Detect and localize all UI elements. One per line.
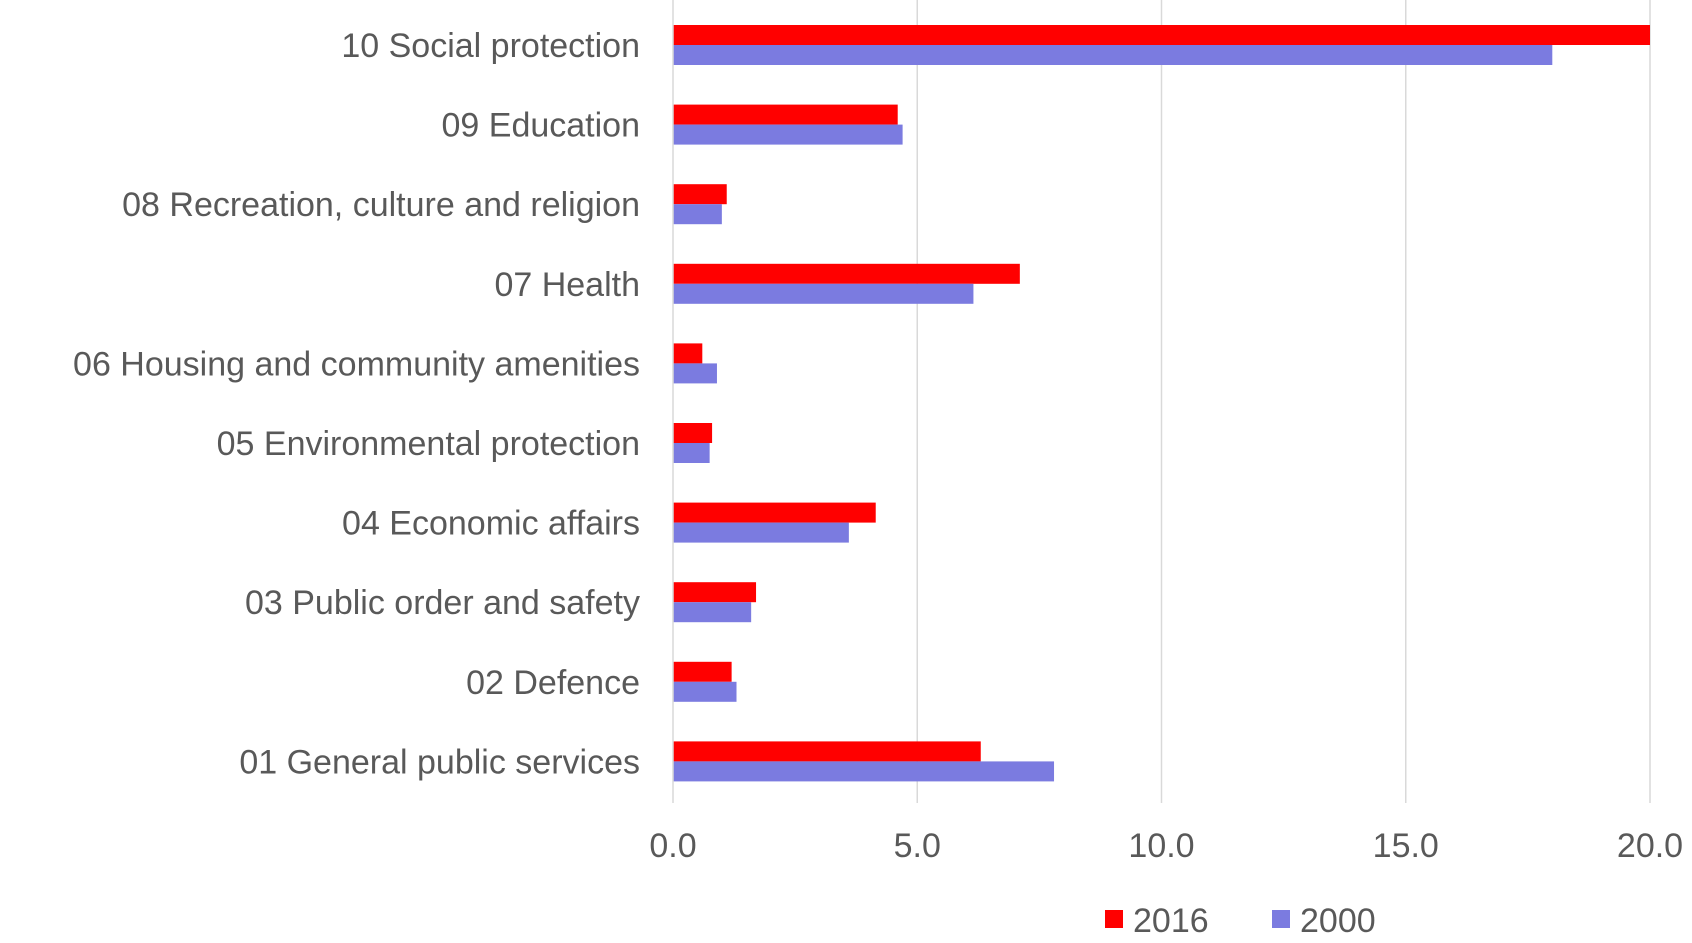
category-label: 02 Defence (466, 664, 640, 702)
x-tick-label: 20.0 (1617, 827, 1683, 865)
legend-label-2016: 2016 (1133, 902, 1209, 938)
x-tick-label: 10.0 (1128, 827, 1194, 865)
bar-2016-4 (673, 343, 703, 364)
bar-2016-6 (673, 502, 876, 523)
bar-2000-2 (673, 204, 722, 225)
legend-swatch-2016 (1105, 910, 1123, 928)
category-label: 08 Recreation, culture and religion (122, 186, 640, 224)
bar-2000-1 (673, 124, 903, 145)
bar-2000-8 (673, 681, 737, 702)
bar-2016-8 (673, 661, 732, 682)
bar-2016-5 (673, 423, 713, 443)
bar-2016-7 (673, 582, 757, 603)
category-label: 06 Housing and community amenities (73, 345, 640, 383)
category-labels: 10 Social protection 09 Education 08 Recre… (73, 27, 640, 781)
bar-2000-7 (673, 602, 752, 623)
bar-2016-1 (673, 104, 898, 125)
gridlines (916, 0, 1651, 803)
bar-2016-3 (673, 263, 1020, 284)
bar-2016-0 (673, 25, 1650, 45)
legend-label-2000: 2000 (1300, 902, 1376, 938)
category-label: 09 Education (442, 107, 641, 145)
legend: 2016 2000 (1105, 902, 1376, 940)
category-label: 05 Environmental protection (217, 425, 640, 463)
x-tick-labels: 0.0 5.0 10.0 15.0 20.0 (649, 827, 1683, 865)
bar-2016-9 (673, 741, 981, 762)
bar-2000-0 (673, 45, 1553, 65)
x-tick-label: 15.0 (1373, 827, 1439, 865)
bar-2000-5 (673, 443, 710, 463)
category-label: 03 Public order and safety (245, 584, 640, 622)
category-label: 10 Social protection (341, 27, 640, 65)
bars (673, 25, 1650, 782)
bar-2000-4 (673, 363, 717, 384)
bar-2000-3 (673, 283, 974, 304)
category-label: 07 Health (494, 266, 640, 304)
bar-2016-2 (673, 184, 727, 205)
bar-2000-6 (673, 522, 849, 543)
category-label: 01 General public services (239, 743, 640, 781)
x-tick-label: 0.0 (649, 827, 696, 865)
category-label: 04 Economic affairs (342, 505, 640, 543)
bar-2000-9 (673, 761, 1055, 782)
legend-swatch-2000 (1272, 910, 1290, 928)
x-tick-label: 5.0 (894, 827, 941, 865)
